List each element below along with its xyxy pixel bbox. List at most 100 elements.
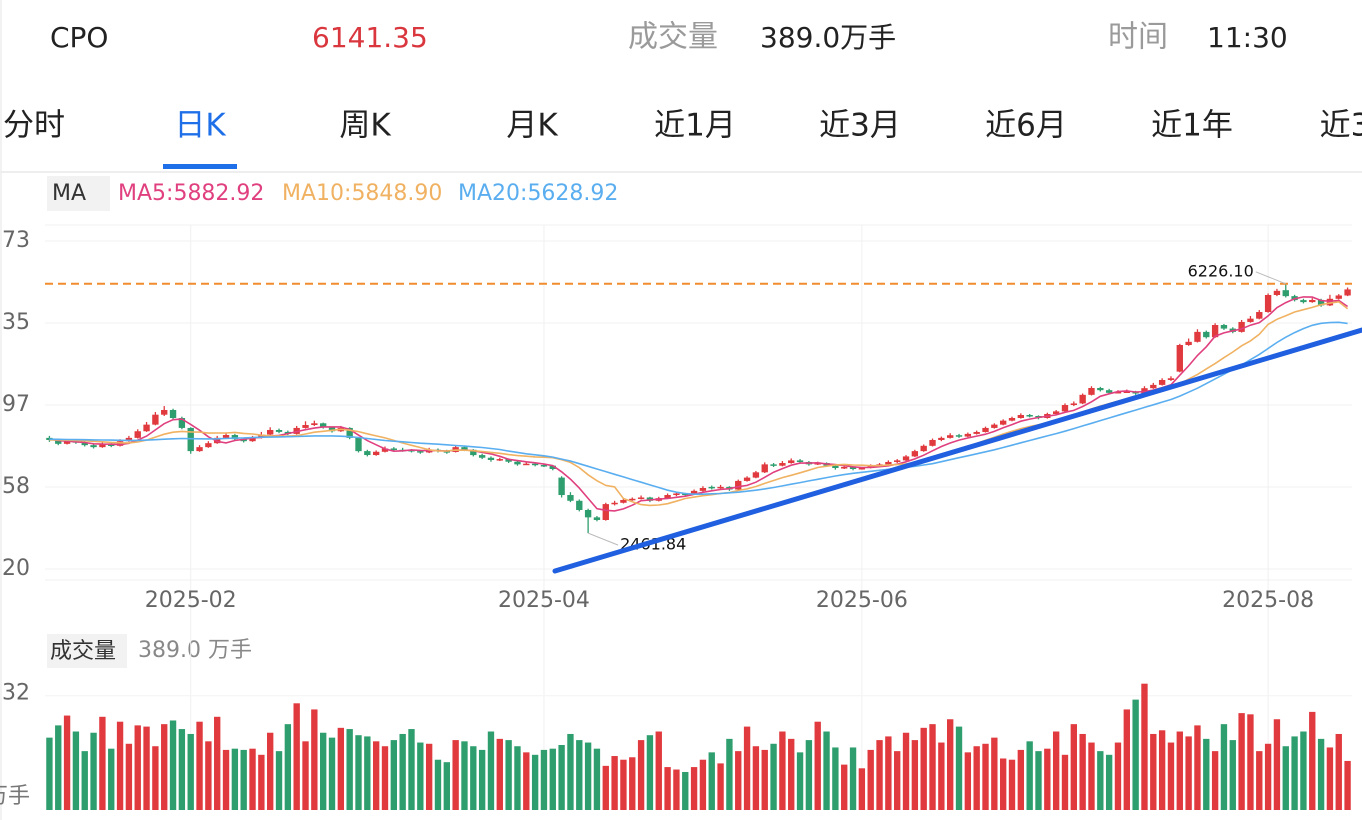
volume-bar [1035, 751, 1042, 810]
volume-bar [452, 740, 459, 810]
candle-body [1344, 289, 1351, 296]
candle-body [1017, 415, 1025, 418]
price-chart: MA5:5882.92 MA10:5848.90 MA20:5628.92 20 58 9… [2, 181, 1352, 810]
tab[interactable]: 周K [339, 108, 391, 144]
volume-bar [214, 716, 221, 810]
candle-body [540, 465, 548, 467]
volume-bar [523, 752, 530, 810]
candle-body [275, 429, 283, 432]
time-label: 时间 [1108, 20, 1168, 55]
volume-bar [258, 754, 265, 810]
candle-body [1158, 379, 1166, 385]
volume-bar [240, 749, 247, 810]
volume-bar [911, 740, 919, 810]
candle-body [567, 495, 574, 501]
volume-bar [885, 736, 892, 810]
candle-body [108, 444, 115, 446]
candle-body [1317, 299, 1325, 306]
volume-bar [1141, 683, 1148, 810]
volume-bar [1203, 738, 1210, 810]
volume-bar [982, 743, 989, 810]
candle-body [832, 465, 839, 469]
candle-body [1247, 318, 1254, 322]
time: 11:30 [1207, 21, 1288, 54]
tab[interactable]: 近3月 [819, 108, 901, 144]
volume-bar [231, 748, 239, 810]
volume-bar [726, 738, 733, 810]
volume-bar [690, 767, 698, 810]
volume-bar [717, 763, 724, 810]
volume-bar [99, 716, 106, 810]
volume-bar [973, 746, 980, 810]
tab[interactable]: 月K [506, 108, 558, 144]
symbol: CPO [50, 21, 108, 54]
tab[interactable]: 近1月 [654, 108, 736, 144]
candle-body [576, 500, 583, 510]
candle-body [1088, 387, 1095, 395]
candle-body [761, 464, 768, 473]
candle-body [443, 451, 450, 453]
candle-body [505, 459, 512, 462]
candle-body [743, 477, 751, 481]
y-tick-label: 35 [2, 310, 30, 335]
tab[interactable]: 分时 [3, 108, 65, 144]
volume-bar [1264, 743, 1272, 810]
tab[interactable]: 近6月 [985, 108, 1067, 144]
tab[interactable]: 日K [174, 108, 226, 144]
candle-body [673, 493, 680, 496]
volume-bar [134, 725, 141, 810]
volume-bar [947, 719, 954, 810]
volume-bar [275, 751, 283, 810]
volume-bar [222, 749, 230, 810]
candle-body [584, 509, 592, 518]
volume-bar [1097, 751, 1104, 810]
candle-body [196, 447, 203, 452]
candle-body [752, 472, 760, 478]
volume-bar [876, 740, 883, 810]
volume-bar [991, 737, 998, 810]
candle-body [1300, 300, 1307, 303]
volume-bar [938, 742, 945, 810]
tab[interactable]: 近1年 [1151, 108, 1233, 144]
candle-body [814, 463, 821, 465]
volume-bar [1326, 747, 1334, 810]
candle-body [735, 480, 742, 490]
volume-bar [381, 746, 389, 810]
volume-bar [708, 752, 715, 810]
candle-body [364, 451, 371, 456]
volume-bar [1220, 724, 1228, 810]
candle-body [947, 435, 954, 438]
volume-bar [249, 748, 256, 810]
volume-bar [425, 743, 433, 810]
tab-underline [163, 164, 237, 169]
volume-bar [1070, 724, 1078, 810]
volume-subtitle: 389.0 万手 [138, 638, 252, 663]
candle-body [1238, 321, 1245, 332]
trend-line [552, 327, 1362, 574]
candle-body [152, 414, 159, 425]
volume-bar [964, 752, 972, 810]
volume-bar [637, 740, 645, 810]
candle-body [514, 461, 521, 465]
volume-bar [646, 735, 654, 810]
volume-bar [920, 727, 927, 810]
tab[interactable]: 近3 [1320, 108, 1362, 144]
candle-body [841, 467, 848, 469]
volume-bar [178, 729, 186, 810]
volume-bar [364, 736, 371, 810]
candle-body [717, 486, 724, 489]
candle-body [258, 434, 265, 438]
candle-body [487, 457, 495, 460]
candle-body [770, 464, 777, 466]
price: 6141.35 [312, 21, 428, 54]
volume-bar [1132, 699, 1139, 810]
volume-bar [867, 749, 874, 810]
volume-bar [152, 746, 159, 810]
volume-bar [478, 749, 486, 810]
volume-bar [90, 732, 97, 810]
volume-bar [558, 745, 565, 810]
volume-bar [1309, 711, 1316, 810]
candle-body [593, 517, 601, 520]
volume-bar [894, 751, 901, 810]
